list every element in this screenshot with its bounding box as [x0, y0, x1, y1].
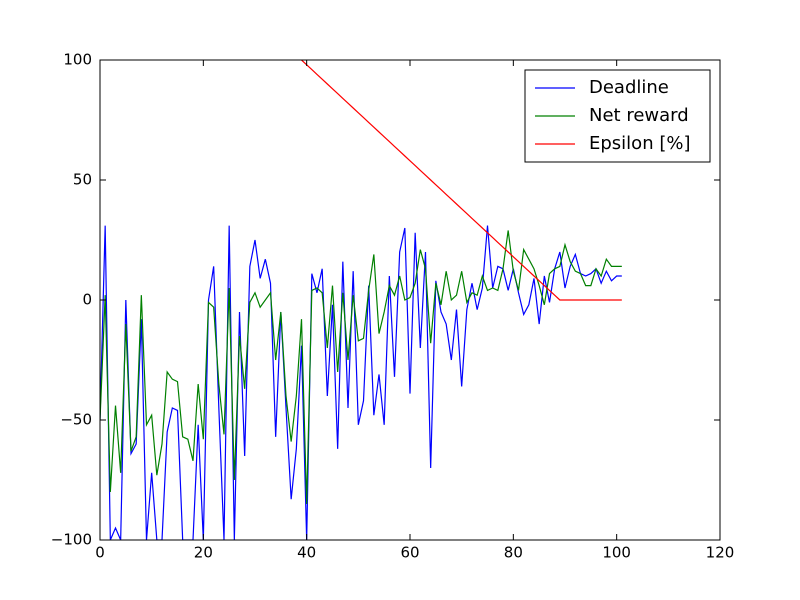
- y-tick-label: −50: [60, 411, 92, 429]
- series-line: [100, 225, 622, 540]
- plot-area: [100, 60, 622, 540]
- x-tick-label: 0: [95, 544, 105, 562]
- legend-label: Deadline: [589, 77, 669, 98]
- x-tick-label: 40: [297, 544, 316, 562]
- series-line: [100, 230, 622, 505]
- y-tick-label: 50: [73, 171, 92, 189]
- x-tick-label: 120: [706, 544, 735, 562]
- y-tick-label: −100: [51, 531, 92, 549]
- legend: Deadline Net reward Epsilon [%]: [524, 69, 711, 163]
- x-tick-label: 80: [504, 544, 523, 562]
- y-tick-label: 100: [63, 51, 92, 69]
- x-tick-label: 100: [602, 544, 631, 562]
- ticks: 0 20 40 60 80 100 120 −100 −50 0 50 100: [51, 51, 735, 562]
- y-tick-label: 0: [82, 291, 92, 309]
- series-line: [301, 60, 622, 301]
- legend-label: Epsilon [%]: [589, 133, 690, 154]
- x-tick-label: 20: [194, 544, 213, 562]
- legend-label: Net reward: [589, 105, 689, 126]
- x-tick-label: 60: [400, 544, 419, 562]
